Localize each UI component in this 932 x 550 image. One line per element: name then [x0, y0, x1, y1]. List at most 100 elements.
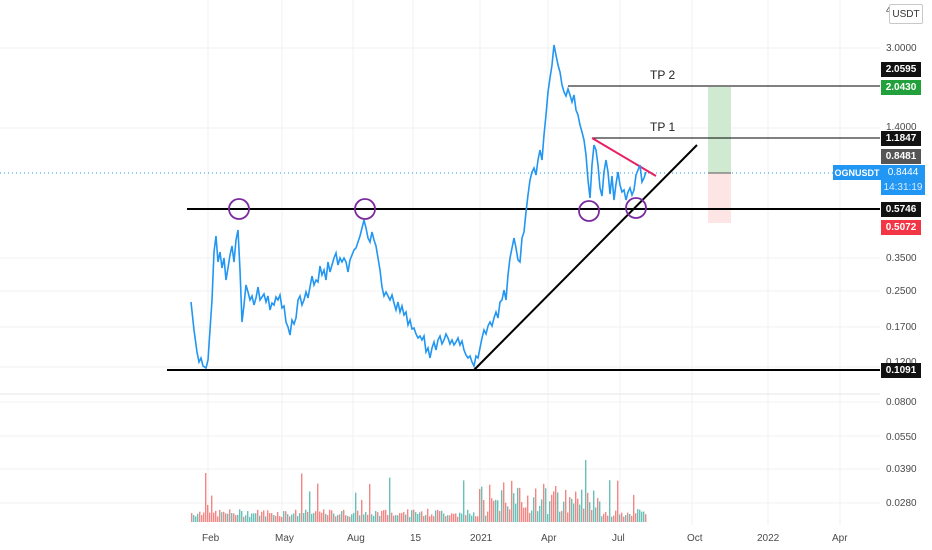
volume-bar: [385, 509, 387, 522]
volume-bar: [389, 477, 391, 522]
volume-bar: [237, 514, 239, 522]
volume-bar: [273, 515, 275, 522]
volume-bar: [591, 509, 593, 522]
volume-bar: [193, 515, 195, 522]
volume-bar: [375, 511, 377, 522]
volume-bar: [537, 511, 539, 522]
volume-bar: [449, 515, 451, 522]
current-price-value: 0.8444: [887, 167, 919, 178]
price-axis-tick: 0.2500: [886, 286, 917, 297]
volume-bar: [461, 513, 463, 522]
volume-bar: [471, 515, 473, 522]
volume-bar: [499, 510, 501, 522]
time-axis: Feb May Aug 15 2021 Apr Jul Oct 2022 Apr: [202, 533, 848, 544]
price-series-line: [190, 44, 647, 370]
volume-bar: [305, 509, 307, 522]
volume-bar: [477, 516, 479, 522]
volume-bar: [501, 490, 503, 522]
volume-bar: [323, 509, 325, 522]
volume-bars: [191, 459, 647, 522]
volume-bar: [621, 512, 623, 522]
volume-bar: [285, 511, 287, 522]
ascending-trendline: [473, 144, 698, 371]
volume-bar: [369, 483, 371, 522]
volume-axis: 0.0800 0.0550 0.0390 0.0280: [886, 397, 917, 509]
volume-bar: [523, 507, 525, 522]
volume-bar: [409, 516, 411, 522]
volume-bar: [333, 513, 335, 522]
volume-bar: [399, 513, 401, 522]
volume-bar: [349, 516, 351, 522]
volume-bar: [293, 513, 295, 522]
time-axis-tick: 15: [410, 533, 422, 544]
time-axis-tick: 2022: [757, 533, 780, 544]
volume-bar: [469, 513, 471, 522]
volume-bar: [225, 513, 227, 522]
volume-bar: [195, 516, 197, 522]
time-axis-tick: 2021: [470, 533, 493, 544]
volume-bar: [547, 514, 549, 522]
volume-bar: [239, 509, 241, 522]
price-badge: 0.5072: [881, 220, 921, 235]
volume-bar: [355, 492, 357, 522]
volume-bar: [609, 480, 611, 522]
volume-bar: [589, 502, 591, 522]
current-price-block: 0.8444 14:31:19: [881, 165, 925, 195]
volume-bar: [197, 513, 199, 522]
take-profit-zone: [708, 87, 731, 173]
volume-bar: [403, 512, 405, 522]
volume-bar: [603, 513, 605, 522]
volume-bar: [373, 516, 375, 522]
volume-bar: [377, 512, 379, 522]
volume-bar: [595, 507, 597, 522]
volume-bar: [617, 480, 619, 522]
volume-bar: [623, 516, 625, 522]
volume-bar: [359, 515, 361, 522]
volume-bar: [597, 498, 599, 522]
time-axis-tick: Jul: [612, 533, 625, 544]
volume-bar: [611, 516, 613, 522]
volume-bar: [635, 513, 637, 522]
volume-bar: [329, 509, 331, 522]
volume-bar: [505, 502, 507, 522]
volume-bar: [397, 515, 399, 522]
volume-bar: [533, 497, 535, 522]
volume-bar: [213, 512, 215, 522]
volume-bar: [583, 508, 585, 522]
volume-bar: [531, 510, 533, 522]
volume-bar: [575, 491, 577, 522]
volume-bar: [381, 510, 383, 522]
time-axis-tick: Apr: [541, 533, 557, 544]
volume-bar: [529, 512, 531, 522]
volume-bar: [483, 500, 485, 522]
volume-bar: [313, 512, 315, 522]
volume-bar: [219, 509, 221, 522]
volume-bar: [439, 511, 441, 522]
volume-bar: [391, 512, 393, 522]
volume-bar: [289, 516, 291, 522]
currency-unit-button[interactable]: USDT: [889, 4, 923, 24]
volume-bar: [593, 490, 595, 522]
volume-bar: [519, 487, 521, 522]
price-badge: 2.0430: [881, 80, 921, 95]
volume-bar: [339, 514, 341, 522]
volume-bar: [307, 511, 309, 522]
volume-bar: [545, 488, 547, 522]
volume-bar: [367, 514, 369, 522]
volume-bar: [335, 516, 337, 522]
tp2-label: TP 2: [650, 68, 675, 82]
volume-bar: [431, 514, 433, 522]
symbol-tag: OGNUSDT: [833, 165, 881, 180]
volume-bar: [485, 515, 487, 522]
target-zones: [708, 87, 731, 223]
volume-bar: [451, 513, 453, 522]
volume-bar: [241, 511, 243, 522]
volume-bar: [267, 510, 269, 522]
volume-bar: [507, 506, 509, 522]
volume-bar: [427, 508, 429, 522]
volume-bar: [549, 501, 551, 522]
volume-bar: [619, 514, 621, 522]
volume-bar: [521, 502, 523, 522]
volume-bar: [553, 491, 555, 522]
